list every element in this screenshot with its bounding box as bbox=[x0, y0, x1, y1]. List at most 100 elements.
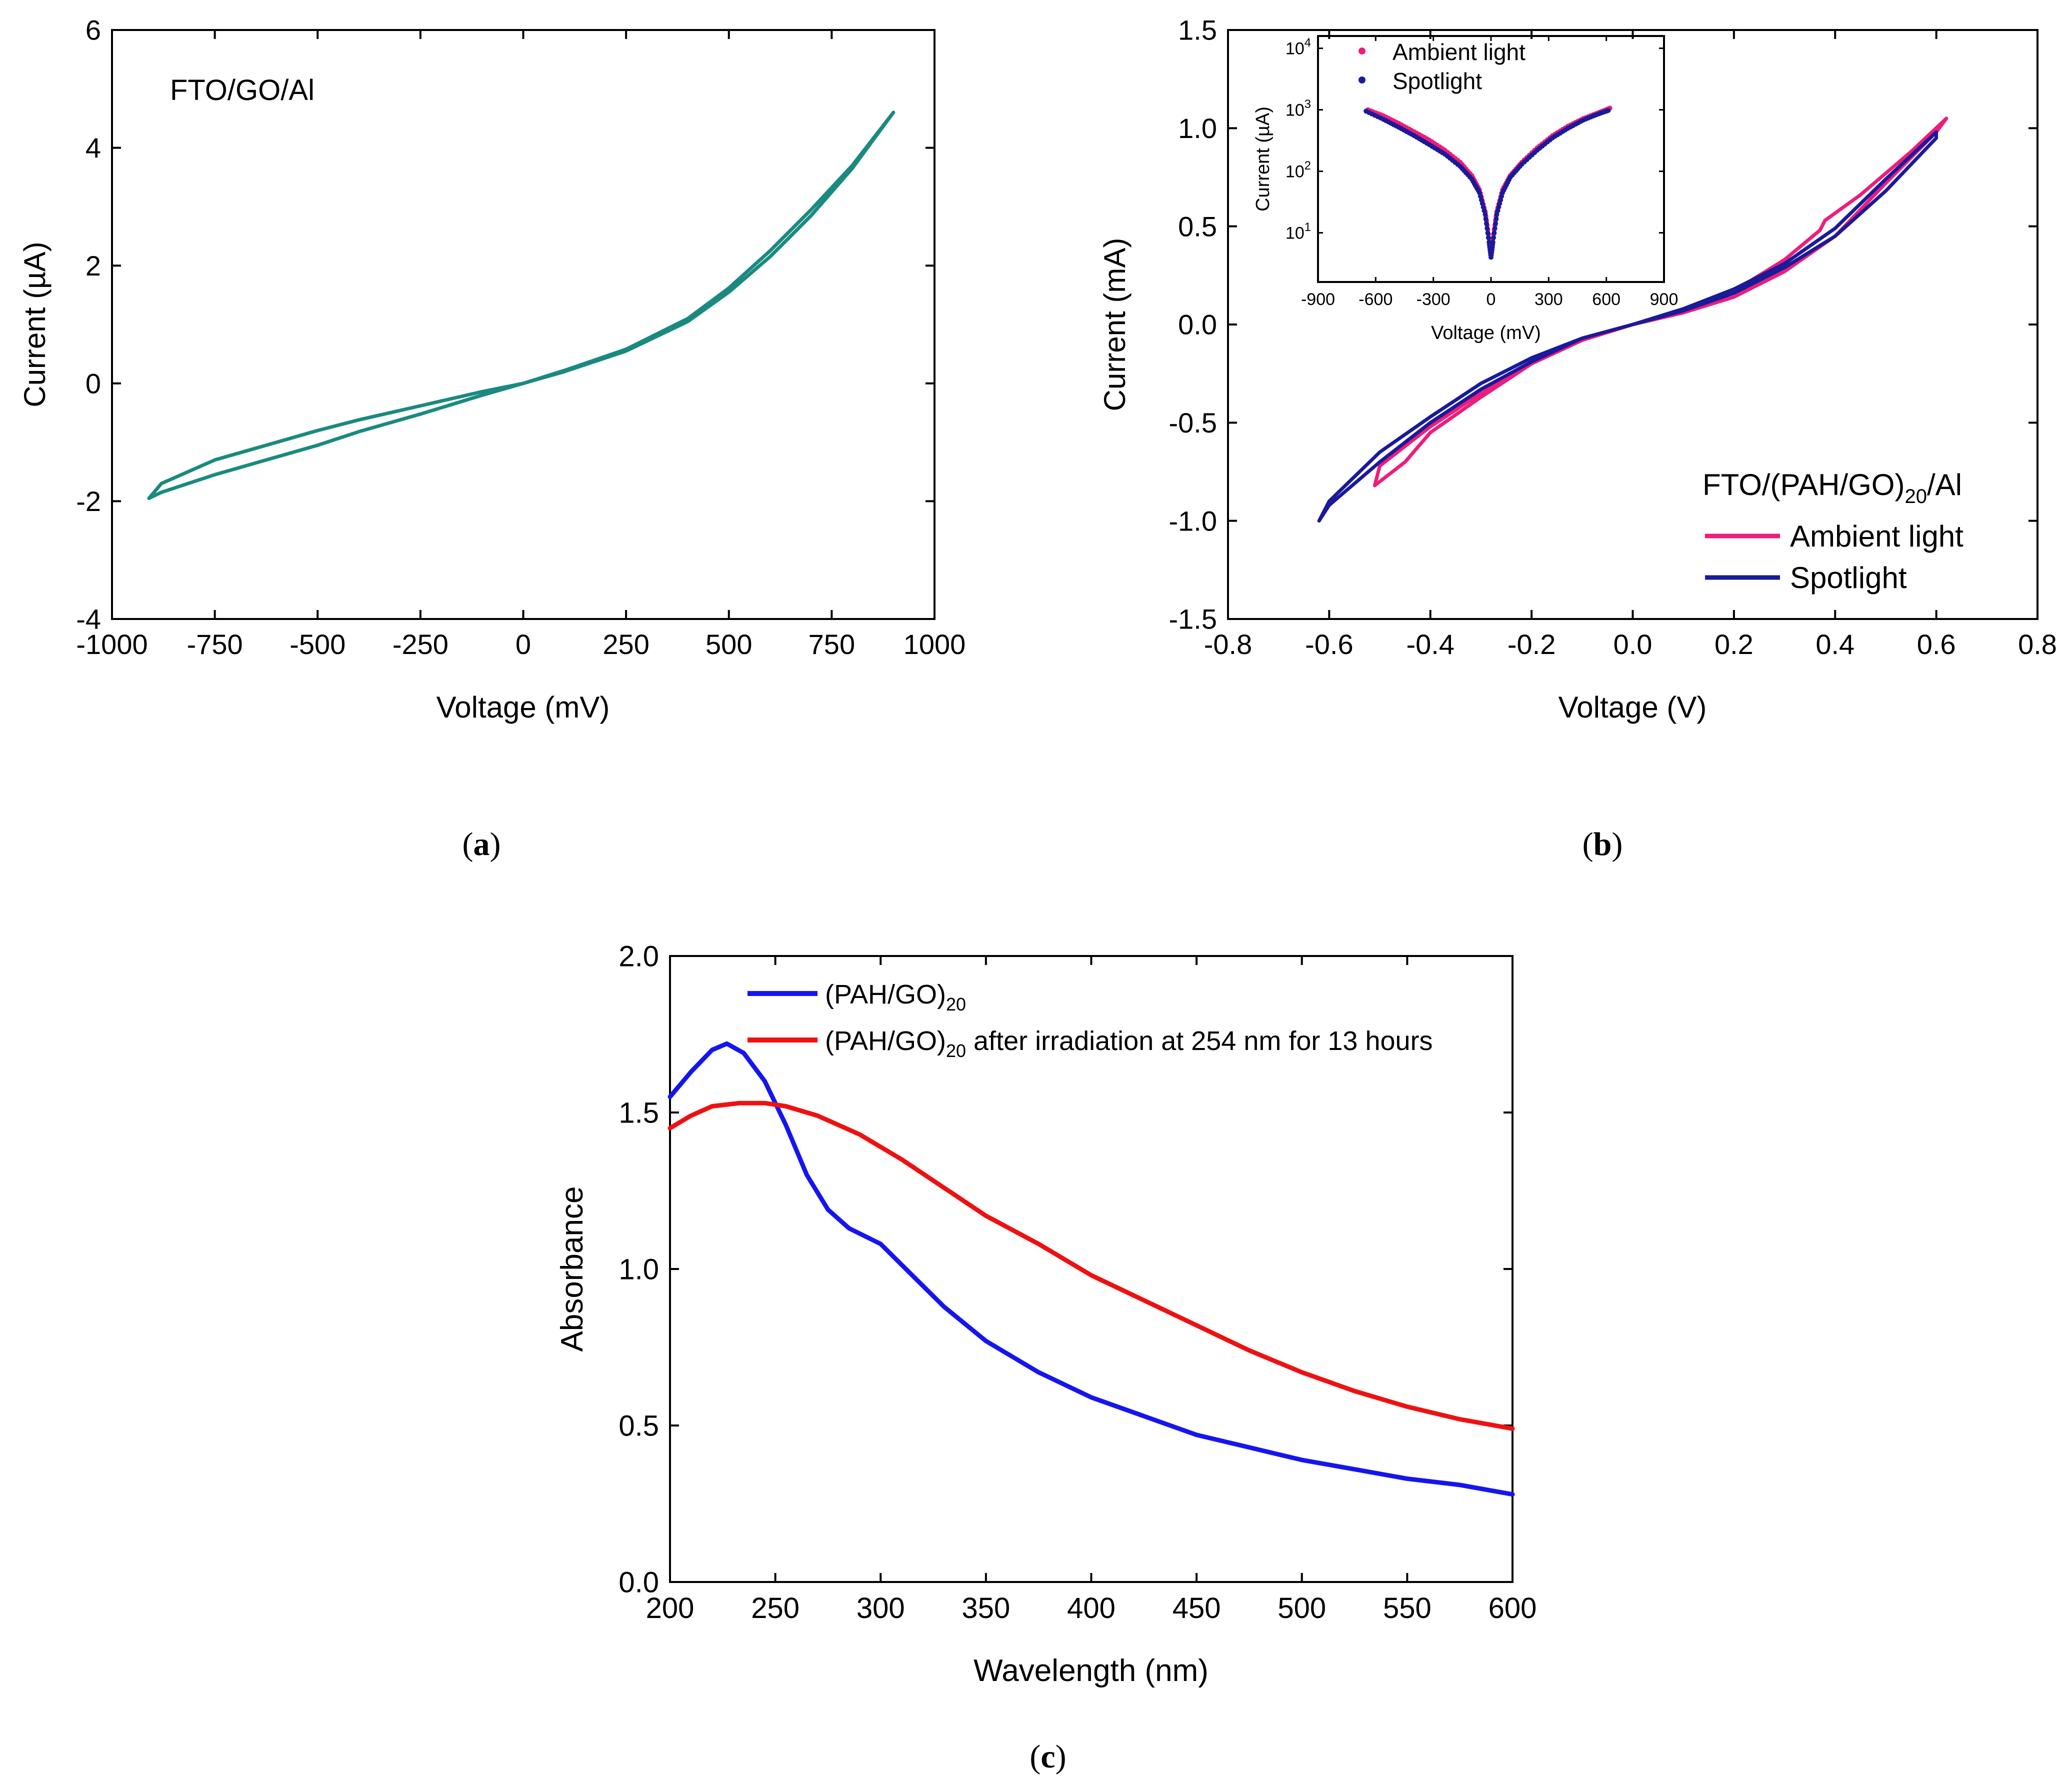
y-tick-label: -0.5 bbox=[1169, 407, 1218, 438]
inset-x-axis-ticks: -900 -600 -300 0 300 600 900 bbox=[1301, 36, 1678, 309]
iv-curve-b-0 bbox=[1372, 116, 1948, 488]
x-tick-label: 0.6 bbox=[1917, 628, 1956, 660]
y-tick-label: 1.5 bbox=[618, 1096, 659, 1129]
y-tick-label: 6 bbox=[86, 14, 101, 46]
y-tick-label: -4 bbox=[76, 604, 101, 635]
inset-point-1 bbox=[1484, 226, 1490, 231]
inset-series bbox=[1364, 106, 1612, 260]
y-axis-label-a-unit: µA bbox=[18, 252, 52, 289]
y-tick-label: 4 bbox=[86, 132, 101, 164]
inset-point-1 bbox=[1493, 221, 1498, 226]
x-tick-label: -250 bbox=[392, 628, 448, 660]
inset-point-1 bbox=[1492, 230, 1497, 236]
y-tick-label: 0.0 bbox=[1178, 309, 1217, 340]
legend-b-label-spotlight: Spotlight bbox=[1790, 561, 1907, 594]
y-tick-label: 103 bbox=[1286, 98, 1311, 120]
inset-legend-label-ambient: Ambient light bbox=[1392, 39, 1526, 65]
series-c bbox=[668, 1041, 1515, 1497]
y-tick-label: 2.0 bbox=[618, 940, 659, 972]
x-tick-label: -300 bbox=[1416, 290, 1450, 309]
x-tick-label: 0.4 bbox=[1816, 628, 1854, 660]
x-tick-label: -750 bbox=[187, 628, 243, 660]
x-axis-ticks-b: -0.8 -0.6 -0.4 -0.2 0.0 0.2 0.4 0.6 0.8 bbox=[1204, 30, 2057, 660]
y-axis-ticks-b: -1.5 -1.0 -0.5 0.0 0.5 1.0 1.5 bbox=[1169, 14, 2038, 635]
legend-c-label-pristine: (PAH/GO)20 bbox=[825, 980, 966, 1014]
x-tick-label: 600 bbox=[1488, 1592, 1537, 1624]
x-tick-label: 350 bbox=[962, 1592, 1010, 1624]
annotation-a: FTO/GO/Al bbox=[170, 74, 314, 106]
y-axis-label-b: Current (mA) bbox=[1098, 238, 1132, 412]
inset-x-axis-label: Voltage (mV) bbox=[1431, 322, 1541, 344]
inset-y-axis-ticks: 101 102 103 104 bbox=[1286, 36, 1664, 243]
plot-area-a bbox=[111, 29, 936, 620]
panel-caption-a: (a) bbox=[462, 826, 501, 862]
y-tick-label: 1.0 bbox=[1178, 112, 1217, 144]
y-axis-label-a-suffix: ) bbox=[18, 242, 52, 252]
legend-b-label-ambient: Ambient light bbox=[1790, 520, 1964, 553]
x-axis-label-b: Voltage (V) bbox=[1558, 690, 1707, 724]
y-tick-label: 104 bbox=[1286, 36, 1311, 58]
inset-legend-marker-ambient bbox=[1358, 48, 1366, 54]
x-tick-label: -500 bbox=[290, 628, 346, 660]
x-tick-label: 250 bbox=[602, 628, 649, 660]
iv-curve-a-0 bbox=[147, 110, 896, 500]
inset-point-1 bbox=[1606, 108, 1611, 113]
inset-legend-label-spotlight: Spotlight bbox=[1392, 68, 1482, 94]
x-tick-label: 250 bbox=[751, 1592, 800, 1624]
x-tick-label: 0.2 bbox=[1714, 628, 1754, 660]
panel-caption-b: (b) bbox=[1582, 826, 1623, 862]
inset-point-1 bbox=[1482, 212, 1488, 217]
x-axis-ticks-c: 200 250 300 350 400 450 500 550 600 bbox=[646, 956, 1537, 1624]
y-axis-label-a: Current (µA) bbox=[18, 242, 52, 407]
x-tick-label: -0.2 bbox=[1508, 628, 1556, 660]
inset-point-1 bbox=[1492, 226, 1498, 231]
x-tick-label: -0.8 bbox=[1204, 628, 1252, 660]
x-tick-label: 900 bbox=[1650, 290, 1678, 309]
inset-point-1 bbox=[1490, 240, 1496, 245]
inset-point-1 bbox=[1483, 216, 1488, 222]
legend-c: (PAH/GO)20 (PAH/GO)20 after irradiation … bbox=[748, 980, 1433, 1061]
inset-y-axis-label: Current (µA) bbox=[1252, 106, 1274, 212]
x-axis-ticks-a: -1000 -750 -500 -250 0 250 500 750 1000 bbox=[76, 30, 966, 660]
y-axis-ticks-a: -4 -2 0 2 4 6 bbox=[76, 14, 934, 635]
panel-a: -1000 -750 -500 -250 0 250 500 750 1000 -4 -2 0 2 4 6… bbox=[18, 14, 966, 862]
x-tick-label: 750 bbox=[808, 628, 855, 660]
x-tick-label: 500 bbox=[706, 628, 752, 660]
y-tick-label: -2 bbox=[76, 486, 101, 517]
y-tick-label: 102 bbox=[1286, 159, 1311, 181]
x-tick-label: 0 bbox=[1486, 290, 1496, 309]
inset-legend-marker-spotlight bbox=[1358, 76, 1366, 84]
y-axis-label-a-prefix: Current ( bbox=[18, 289, 52, 408]
y-tick-label: 1.0 bbox=[618, 1253, 659, 1286]
inset-legend: Ambient light Spotlight bbox=[1358, 39, 1526, 94]
y-tick-label: 2 bbox=[86, 250, 101, 282]
x-tick-label: 1000 bbox=[904, 628, 966, 660]
series-b bbox=[1317, 116, 1948, 523]
x-axis-label-a: Voltage (mV) bbox=[436, 690, 610, 724]
x-tick-label: -1000 bbox=[76, 628, 148, 660]
legend-c-label-irradiated: (PAH/GO)20 after irradiation at 254 nm f… bbox=[825, 1026, 1433, 1061]
x-axis-label-c: Wavelength (nm) bbox=[974, 1654, 1208, 1688]
legend-b: FTO/(PAH/GO)20/Al Ambient light Spotligh… bbox=[1702, 468, 1964, 594]
x-tick-label: 300 bbox=[856, 1592, 905, 1624]
panel-caption-c: (c) bbox=[1030, 1738, 1066, 1775]
y-tick-label: -1.0 bbox=[1169, 505, 1218, 536]
inset-point-1 bbox=[1484, 221, 1489, 226]
y-tick-label: -1.5 bbox=[1169, 604, 1218, 635]
inset-point-1 bbox=[1486, 235, 1491, 240]
x-tick-label: -900 bbox=[1301, 290, 1335, 309]
y-tick-label: 0.5 bbox=[1178, 210, 1217, 242]
x-tick-label: 550 bbox=[1383, 1592, 1432, 1624]
x-tick-label: 400 bbox=[1067, 1592, 1116, 1624]
panel-b: -0.8 -0.6 -0.4 -0.2 0.0 0.2 0.4 0.6 0.8 -1.5 -1.0… bbox=[1098, 14, 2057, 862]
x-tick-label: 200 bbox=[646, 1592, 694, 1624]
x-tick-label: -0.6 bbox=[1305, 628, 1354, 660]
panel-c: 200 250 300 350 400 450 500 550 600 0.0 0.5 1.0 1.5… bbox=[555, 940, 1536, 1775]
inset-point-1 bbox=[1485, 230, 1490, 236]
iv-curve-a-1 bbox=[147, 110, 896, 500]
y-tick-label: 101 bbox=[1286, 220, 1311, 242]
absorbance-curve-1 bbox=[668, 1100, 1515, 1431]
y-axis-ticks-c: 0.0 0.5 1.0 1.5 2.0 bbox=[618, 940, 1512, 1598]
x-tick-label: 300 bbox=[1534, 290, 1563, 309]
x-tick-label: 600 bbox=[1592, 290, 1620, 309]
